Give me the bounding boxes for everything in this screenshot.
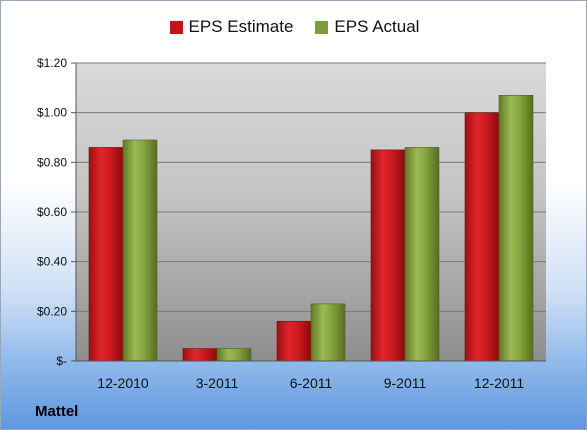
bar-actual xyxy=(216,348,252,362)
x-axis: 12-2010 3-2011 6-2011 9-2011 12-2011 xyxy=(76,360,546,391)
x-tick-label: 9-2011 xyxy=(384,375,427,391)
x-tick-label: 12-2011 xyxy=(474,375,525,391)
x-tick-label: 3-2011 xyxy=(196,375,239,391)
legend-swatch-actual xyxy=(315,20,329,34)
bar-estimate xyxy=(88,147,124,362)
bar-actual xyxy=(310,303,346,362)
legend: EPS Estimate EPS Actual xyxy=(1,17,586,37)
y-tick-label: $1.20 xyxy=(37,56,67,70)
x-tick-label: 6-2011 xyxy=(290,375,333,391)
bar-estimate xyxy=(370,149,406,362)
bar-estimate xyxy=(182,348,218,362)
y-tick-label: $0.20 xyxy=(37,304,67,318)
bar-estimate xyxy=(464,112,500,362)
y-tick-label: $- xyxy=(56,354,67,368)
legend-label-estimate: EPS Estimate xyxy=(188,17,294,36)
y-tick-label: $0.60 xyxy=(37,205,67,219)
bar-actual xyxy=(122,139,158,362)
bars xyxy=(88,94,534,362)
legend-swatch-estimate xyxy=(169,20,183,34)
y-axis: $- $0.20 $0.40 $0.60 $0.80 $1.00 $1.20 xyxy=(37,56,77,368)
legend-label-actual: EPS Actual xyxy=(334,17,420,36)
legend-item-actual: EPS Actual xyxy=(315,17,419,37)
x-tick-label: 12-2010 xyxy=(97,375,149,391)
bar-actual xyxy=(404,147,440,362)
bar-estimate xyxy=(276,320,312,362)
legend-item-estimate: EPS Estimate xyxy=(169,17,294,37)
y-tick-label: $0.40 xyxy=(37,255,67,269)
bar-actual xyxy=(498,94,534,362)
y-tick-label: $0.80 xyxy=(37,155,67,169)
y-tick-label: $1.00 xyxy=(37,106,67,120)
company-name: Mattel xyxy=(35,403,79,420)
